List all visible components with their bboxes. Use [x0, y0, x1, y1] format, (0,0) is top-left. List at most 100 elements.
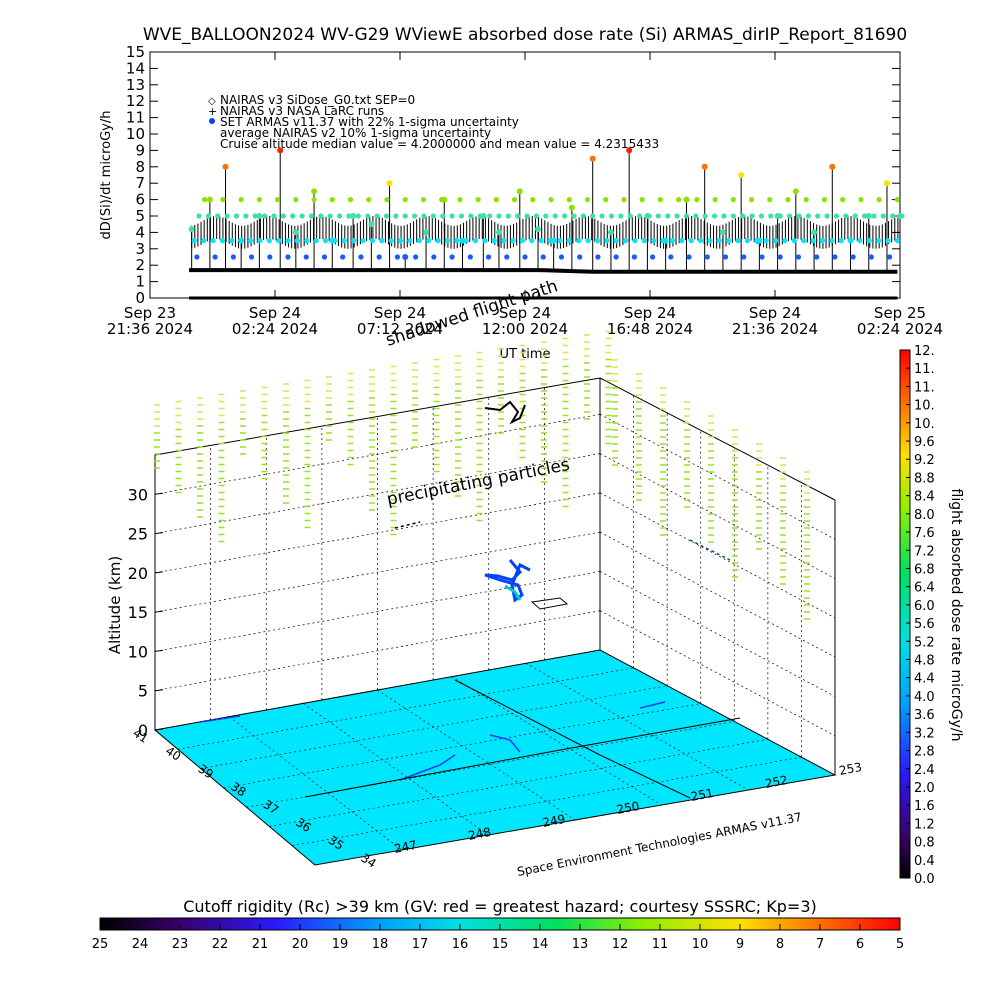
dose-colorbar-tick-label: 9.6	[914, 435, 935, 450]
dose-colorbar-tick-label: 11.	[914, 380, 935, 395]
dose-colorbar-tick-label: 2.4	[914, 763, 935, 778]
rigidity-colorbar-tick-label: 12	[612, 937, 629, 952]
series-armas-point	[271, 213, 277, 219]
longitude-tick-label: 248	[467, 825, 492, 843]
series-armas-point	[243, 213, 249, 219]
series-armas-point	[702, 213, 708, 219]
wall-grid-line	[599, 453, 836, 579]
series-armas-point	[811, 229, 818, 236]
series-armas-point	[431, 254, 437, 260]
series-armas-point	[504, 254, 510, 260]
series-armas-point	[632, 238, 638, 244]
series-armas-point	[868, 254, 874, 260]
flight-track-dashes	[394, 521, 421, 529]
series-armas-point	[379, 238, 385, 244]
dose-colorbar-tick-label: 10.	[914, 417, 935, 432]
series-armas-point	[885, 238, 891, 244]
series-armas-point	[754, 238, 760, 244]
xtick-label-time: 02:24 2024	[857, 320, 943, 338]
series-armas-point	[730, 197, 736, 203]
rigidity-colorbar-tick-label: 16	[452, 937, 469, 952]
series-armas-point	[832, 254, 838, 260]
series-armas-point	[294, 238, 300, 244]
dose-colorbar-tick-label: 5.6	[914, 617, 935, 632]
series-armas-point	[707, 238, 713, 244]
series-armas-point	[749, 213, 755, 219]
dose-colorbar-tick-label: 4.8	[914, 654, 935, 669]
latitude-tick-label: 41	[130, 726, 150, 746]
series-armas-point	[603, 197, 609, 203]
dose-colorbar-tick-label: 1.6	[914, 799, 935, 814]
series-armas-point	[336, 213, 343, 219]
series-armas-point	[557, 238, 563, 244]
series-armas-point	[899, 213, 905, 219]
series-armas-point	[202, 197, 208, 203]
dose-colorbar-tick-label: 7.6	[914, 526, 935, 541]
series-armas-point	[604, 238, 610, 244]
longitude-tick-label: 251	[690, 786, 715, 804]
series-armas-point	[636, 213, 643, 219]
series-armas-point	[322, 238, 329, 244]
series-armas-point	[655, 213, 661, 219]
series-armas-point	[576, 238, 582, 244]
series-armas-point	[726, 238, 732, 244]
flight-track-mid	[484, 559, 531, 603]
series-armas-point	[744, 238, 750, 244]
series-armas-point	[651, 238, 657, 244]
series-armas-point	[716, 238, 722, 244]
series-armas-point	[819, 238, 825, 244]
series-armas-point	[805, 213, 811, 219]
altitude-tick-label: 5	[138, 682, 148, 701]
dose-colorbar-tick-label: 8.0	[914, 508, 935, 523]
surface-grid-line	[451, 676, 662, 806]
series-armas-point	[865, 213, 872, 219]
series-armas-point	[829, 163, 836, 170]
rigidity-colorbar-tick-label: 19	[332, 937, 349, 952]
series-armas-point	[222, 163, 229, 170]
flight-track	[394, 400, 731, 610]
series-armas-point	[285, 238, 291, 244]
series-armas-point	[485, 254, 492, 260]
flight-track-mid-cyan	[504, 584, 522, 601]
xtick-label-date: Sep 24	[374, 304, 426, 322]
xtick-label-date: Sep 25	[874, 304, 926, 322]
wall-grid-line	[599, 492, 836, 619]
series-armas-point	[748, 197, 755, 203]
series-armas-point	[768, 213, 774, 219]
ytick-label: 14	[126, 59, 145, 77]
series-armas-point	[584, 197, 591, 203]
dose-colorbar-tick-label: 2.0	[914, 781, 935, 796]
altitude-tick-label: 10	[128, 642, 148, 661]
wall-grid-line	[599, 413, 836, 540]
series-armas-point	[321, 254, 328, 260]
altitude-curtains	[154, 330, 810, 620]
series-armas-point	[538, 238, 544, 244]
series-armas-point	[759, 254, 765, 260]
series-armas-point	[627, 213, 633, 219]
dose-colorbar-tick-label: 8.8	[914, 471, 935, 486]
flight-track-box	[530, 597, 569, 610]
series-armas-point	[238, 238, 244, 244]
series-armas-point	[777, 213, 783, 219]
series-armas-point	[292, 229, 299, 236]
series-armas-point	[407, 238, 413, 244]
series-armas-point	[711, 213, 718, 219]
xtick-label-date: Sep 24	[499, 304, 551, 322]
series-armas-point	[366, 197, 372, 203]
series-armas-point	[327, 213, 333, 219]
ytick-label: 15	[126, 43, 145, 61]
series-armas-point	[740, 213, 746, 219]
series-armas-point	[763, 238, 769, 244]
series-armas-point	[679, 238, 685, 244]
series-armas-point	[741, 254, 747, 260]
dose-colorbar-tick-label: 2.8	[914, 745, 935, 760]
ytick-label: 11	[126, 109, 145, 127]
series-armas-point	[449, 254, 455, 260]
series-armas-point	[721, 213, 727, 219]
series-armas-point	[777, 254, 783, 260]
series-armas-point	[318, 213, 324, 219]
series-armas-point	[639, 197, 645, 203]
wall-grid-line	[154, 571, 601, 652]
series-armas-point	[358, 254, 364, 260]
series-armas-point	[472, 238, 479, 244]
